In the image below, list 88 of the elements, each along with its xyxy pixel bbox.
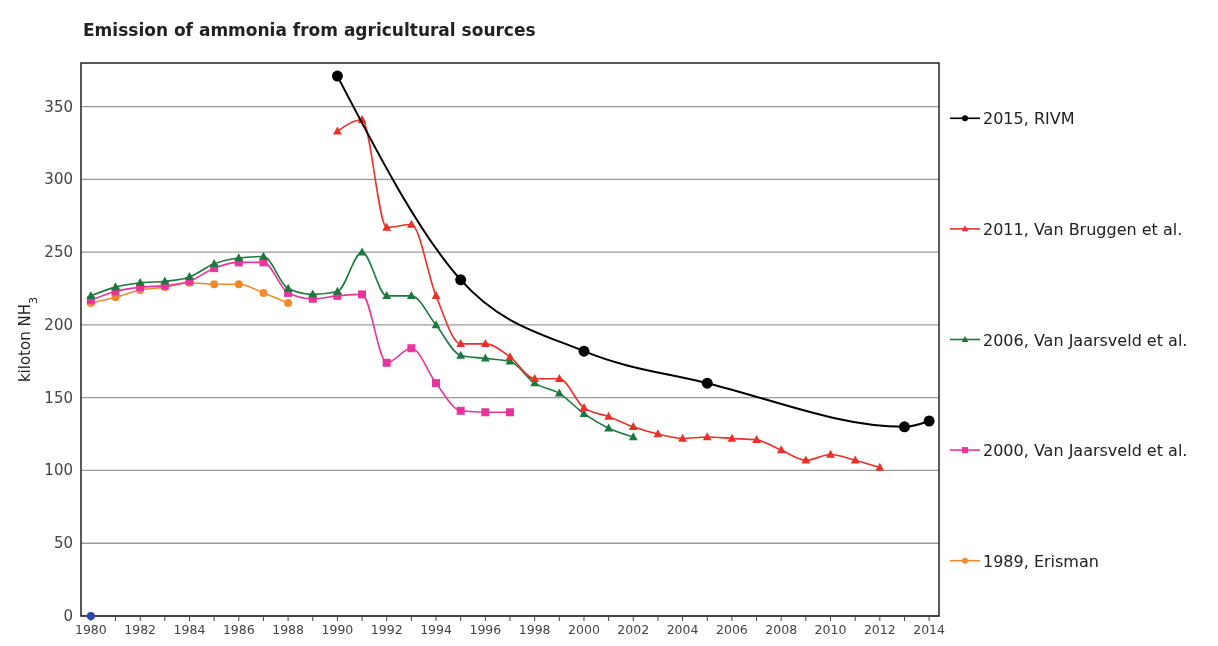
point — [923, 415, 935, 427]
y-tick-label: 50 — [53, 534, 73, 553]
point — [505, 352, 515, 361]
point — [678, 433, 687, 442]
x-tick-label: 2006 — [715, 622, 748, 637]
y-tick-label: 250 — [44, 243, 73, 262]
x-tick-label: 1988 — [272, 622, 305, 637]
point — [604, 411, 614, 420]
point — [357, 247, 367, 256]
point — [406, 219, 416, 228]
point — [333, 286, 342, 295]
point — [283, 283, 293, 292]
legend-label: 2015, RIVM — [983, 109, 1075, 129]
point — [407, 344, 416, 353]
x-tick-label: 2004 — [666, 622, 699, 637]
point — [431, 320, 441, 329]
point — [455, 274, 467, 286]
point — [382, 291, 392, 300]
point — [776, 445, 786, 454]
x-tick-label: 2008 — [765, 622, 798, 637]
x-tick-label: 1982 — [124, 622, 157, 637]
point — [702, 432, 712, 441]
x-tick-label: 2012 — [863, 622, 896, 637]
point — [898, 421, 910, 433]
x-tick-label: 1992 — [370, 622, 403, 637]
point — [628, 422, 638, 431]
y-tick-label: 0 — [63, 607, 73, 625]
point — [456, 406, 465, 415]
point — [875, 462, 885, 471]
point — [259, 288, 268, 297]
point — [628, 432, 638, 441]
point — [653, 429, 663, 438]
point — [331, 70, 343, 82]
point — [210, 280, 219, 289]
point — [752, 435, 761, 444]
x-tick-label: 1998 — [518, 622, 551, 637]
point — [135, 277, 145, 286]
point — [456, 339, 466, 348]
point — [480, 339, 490, 348]
x-tick-label: 2000 — [568, 622, 600, 637]
y-tick-label: 350 — [44, 97, 73, 116]
point — [284, 299, 293, 308]
point — [506, 408, 514, 417]
point — [259, 251, 268, 260]
point — [86, 612, 95, 620]
legend-label: 2000, Van Jaarsveld et al. — [983, 441, 1188, 461]
point — [382, 358, 391, 367]
y-tick-label: 100 — [44, 461, 73, 480]
x-tick-label: 1996 — [469, 622, 502, 637]
point — [333, 126, 342, 135]
point — [234, 253, 244, 262]
point — [234, 280, 243, 289]
point — [481, 408, 490, 417]
point — [358, 290, 367, 299]
point — [554, 373, 564, 382]
y-tick-label: 300 — [44, 170, 73, 189]
point — [209, 259, 219, 268]
y-tick-label: 150 — [44, 388, 73, 407]
point — [111, 282, 120, 291]
chart-title: Emission of ammonia from agricultural sources — [83, 20, 536, 40]
x-tick-label: 1990 — [321, 622, 354, 637]
point — [432, 379, 441, 388]
x-tick-label: 1986 — [222, 622, 255, 637]
x-tick-label: 2002 — [617, 622, 650, 637]
point — [826, 449, 835, 458]
legend-label: 1989, Erisman — [983, 551, 1099, 571]
point — [308, 289, 318, 298]
y-tick-label: 200 — [44, 315, 73, 334]
point — [406, 291, 416, 300]
point — [480, 353, 490, 362]
legend-label: 2006, Van Jaarsveld et al. — [983, 330, 1188, 350]
legend-label: 2011, Van Bruggen et al. — [983, 219, 1183, 239]
point — [701, 377, 713, 389]
x-tick-label: 2014 — [913, 622, 946, 637]
x-tick-label: 2010 — [814, 622, 847, 637]
point — [86, 291, 96, 300]
x-tick-label: 1984 — [173, 622, 206, 637]
point — [456, 350, 466, 359]
x-tick-label: 1994 — [420, 622, 452, 637]
point — [727, 433, 737, 442]
point — [554, 388, 564, 397]
point — [578, 345, 590, 357]
point — [382, 222, 392, 231]
point — [185, 272, 194, 281]
point — [530, 373, 540, 382]
point — [431, 291, 441, 300]
x-tick-label: 1980 — [74, 622, 107, 637]
point — [579, 403, 589, 412]
